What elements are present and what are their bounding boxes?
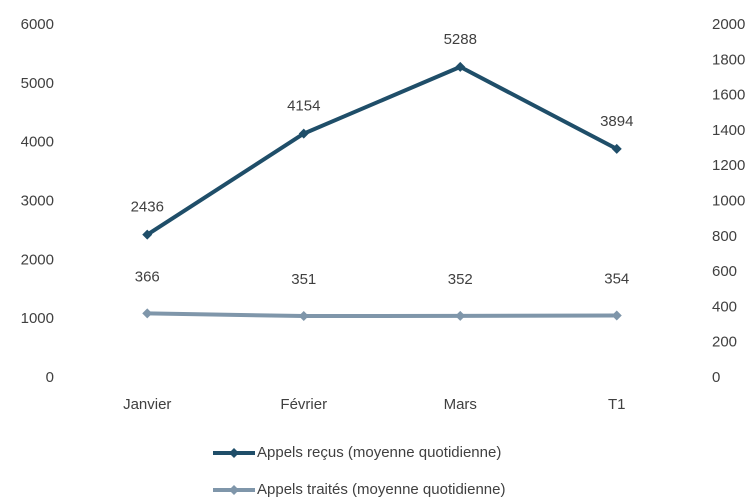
point-marker bbox=[455, 61, 466, 72]
y-tick-label: 2000 bbox=[21, 251, 54, 268]
legend-marker bbox=[229, 448, 239, 458]
y2-tick-label: 1400 bbox=[712, 122, 745, 139]
legend-label: Appels reçus (moyenne quotidienne) bbox=[257, 444, 501, 461]
data-label: 4154 bbox=[287, 98, 320, 115]
y-tick-label: 3000 bbox=[21, 192, 54, 209]
y-tick-label: 0 bbox=[46, 369, 54, 386]
data-label: 366 bbox=[135, 268, 160, 285]
series-line bbox=[146, 64, 618, 237]
y2-tick-label: 600 bbox=[712, 263, 737, 280]
x-tick-label: T1 bbox=[608, 396, 626, 413]
y2-tick-label: 1600 bbox=[712, 87, 745, 104]
data-label: 3894 bbox=[600, 113, 633, 130]
legend-marker bbox=[229, 485, 239, 495]
legend-label: Appels traités (moyenne quotidienne) bbox=[257, 481, 505, 498]
y2-tick-label: 400 bbox=[712, 298, 737, 315]
data-label: 351 bbox=[291, 271, 316, 288]
data-label: 2436 bbox=[131, 199, 164, 216]
y-tick-label: 5000 bbox=[21, 75, 54, 92]
y-tick-label: 1000 bbox=[21, 310, 54, 327]
y2-tick-label: 0 bbox=[712, 369, 720, 386]
data-label: 5288 bbox=[444, 31, 477, 48]
y-tick-label: 4000 bbox=[21, 134, 54, 151]
point-marker bbox=[142, 308, 153, 319]
data-label: 352 bbox=[448, 271, 473, 288]
point-marker bbox=[611, 310, 622, 321]
y2-tick-label: 200 bbox=[712, 334, 737, 351]
point-marker bbox=[611, 143, 622, 154]
y2-tick-label: 1000 bbox=[712, 192, 745, 209]
x-tick-label: Février bbox=[280, 396, 327, 413]
y2-tick-label: 2000 bbox=[712, 16, 745, 33]
data-label: 354 bbox=[604, 270, 629, 287]
y2-tick-label: 1800 bbox=[712, 51, 745, 68]
point-marker bbox=[142, 229, 153, 240]
x-tick-label: Mars bbox=[444, 396, 477, 413]
point-marker bbox=[455, 310, 466, 321]
point-marker bbox=[298, 311, 309, 322]
point-marker bbox=[298, 128, 309, 139]
y2-tick-label: 800 bbox=[712, 228, 737, 245]
y-tick-label: 6000 bbox=[21, 16, 54, 33]
x-tick-label: Janvier bbox=[123, 396, 171, 413]
y2-tick-label: 1200 bbox=[712, 157, 745, 174]
series-line bbox=[147, 311, 617, 319]
